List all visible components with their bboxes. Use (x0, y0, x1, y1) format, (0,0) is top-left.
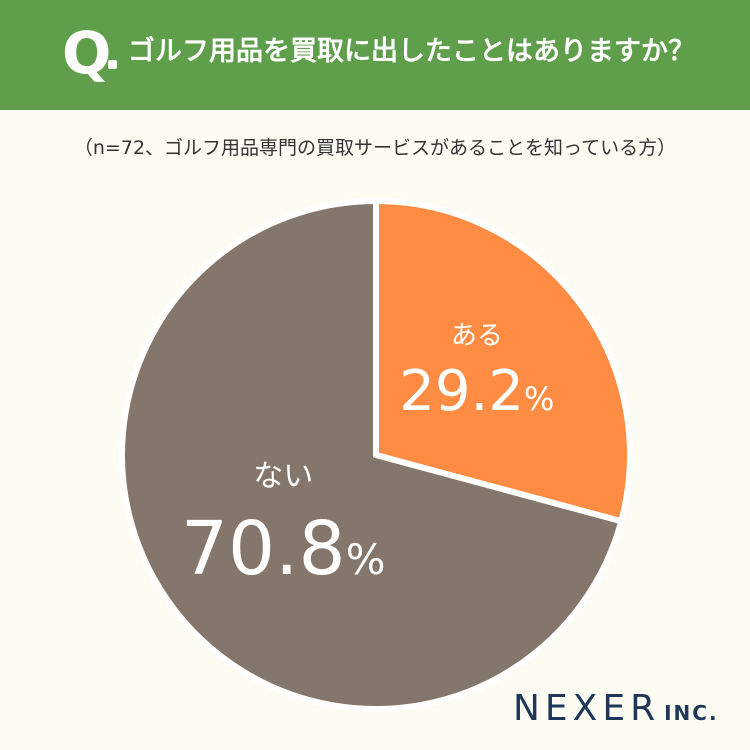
question-text: ゴルフ用品を買取に出したことはありますか？ (128, 36, 695, 67)
logo-sub: INC. (664, 701, 719, 725)
sample-note: （n=72、ゴルフ用品専門の買取サービスがあることを知っている方） (73, 137, 677, 159)
slice-label-0: ある (451, 321, 503, 351)
company-logo: NEXER INC. (513, 688, 719, 729)
pie-slice-1 (119, 197, 625, 712)
question-header: Q ゴルフ用品を買取に出したことはありますか？ (0, 0, 750, 110)
percent-sign: % (524, 380, 554, 418)
percent-sign: % (346, 535, 386, 584)
q-mark: Q (62, 19, 112, 87)
slice-label-1: ない (253, 459, 313, 494)
pie-slice-0 (373, 197, 633, 525)
q-dot (108, 60, 117, 69)
logo-main: NEXER (513, 688, 661, 729)
